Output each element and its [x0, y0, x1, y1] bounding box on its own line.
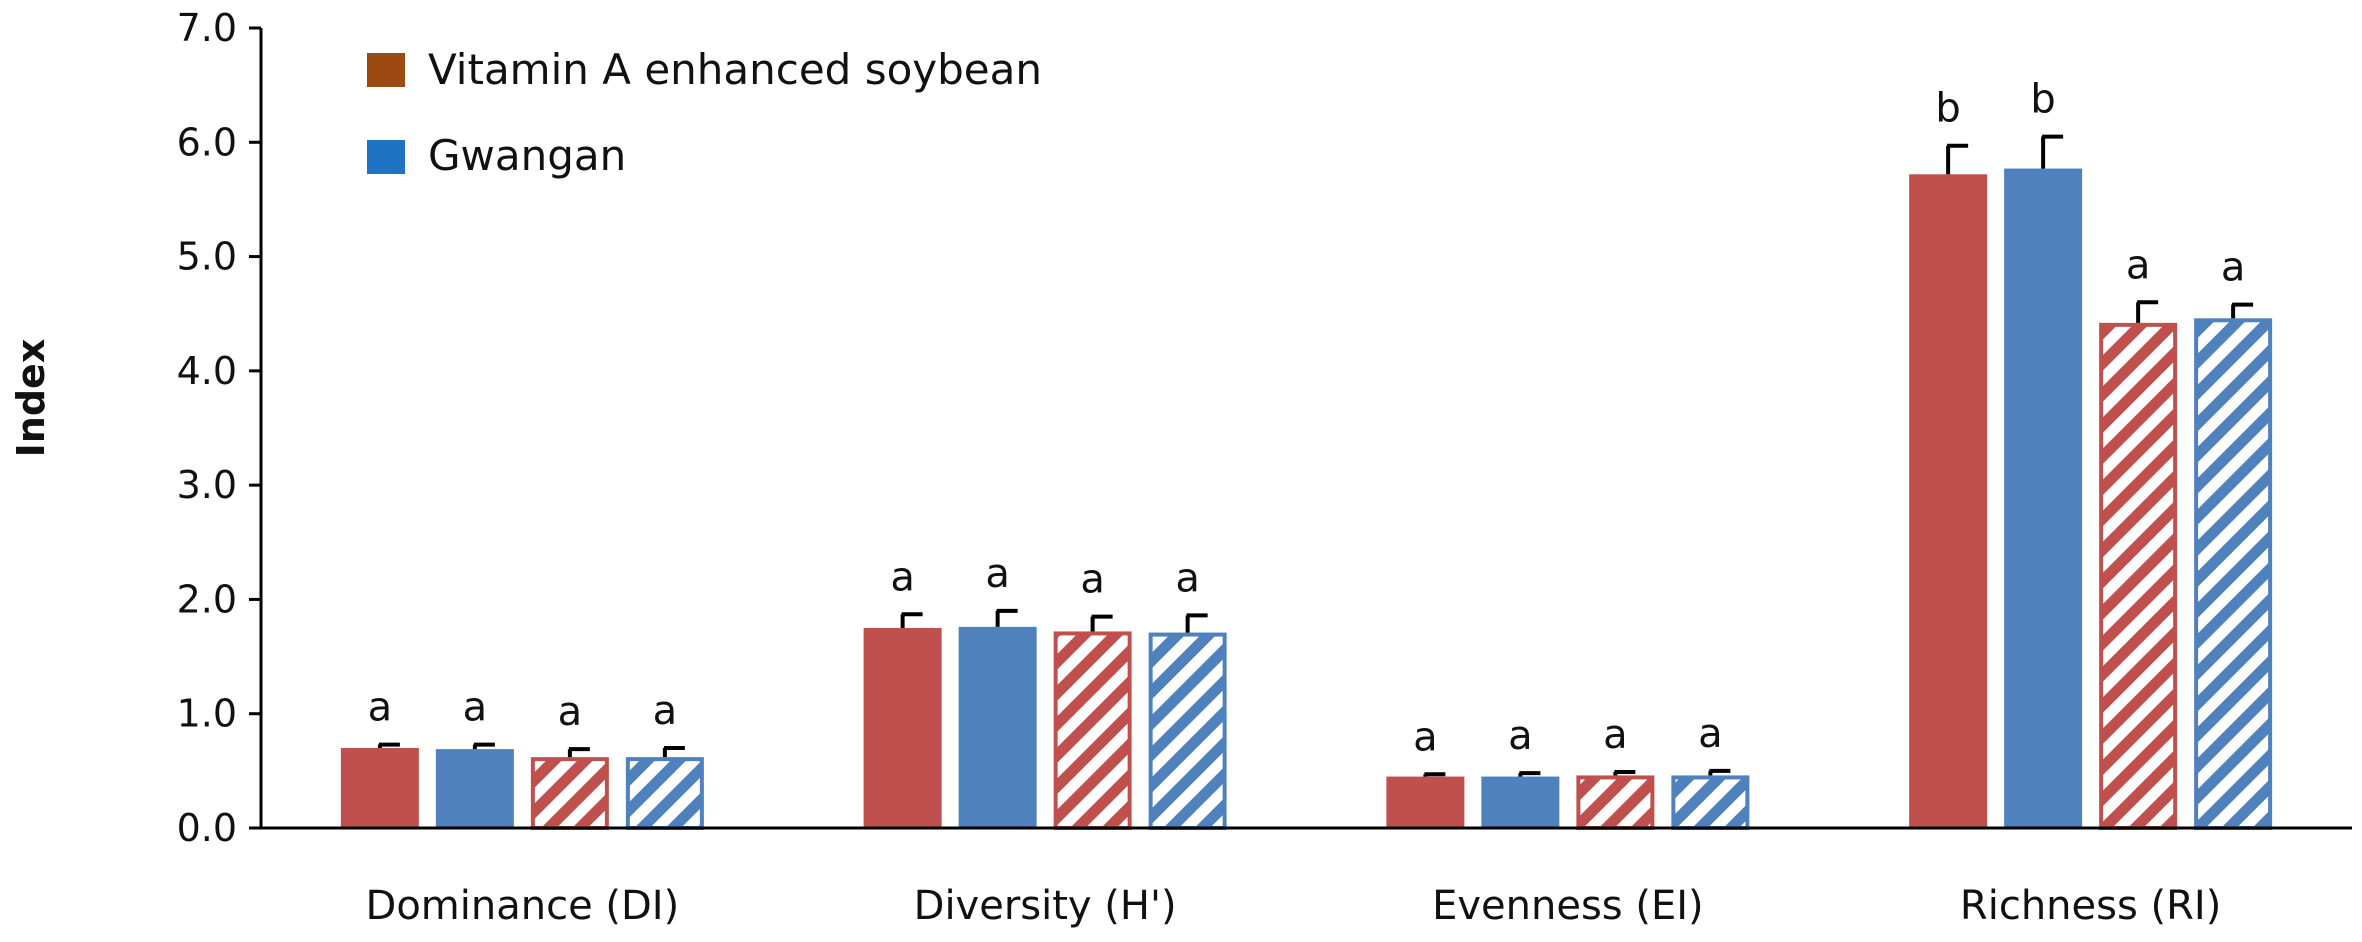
bar	[2194, 318, 2273, 830]
bar	[1481, 776, 1560, 828]
bar	[625, 757, 704, 831]
bar	[2004, 168, 2083, 829]
legend-label-vitamin-a: Vitamin A enhanced soybean	[428, 45, 1042, 94]
significance-label: a	[368, 685, 393, 731]
significance-label: a	[2126, 242, 2151, 288]
significance-labels: a a a a a a a a a a a a b b a a	[368, 77, 2246, 761]
bar	[1909, 174, 1988, 829]
bar	[1576, 775, 1655, 831]
legend-swatch-gwangan	[367, 140, 405, 174]
significance-label: b	[2030, 77, 2055, 123]
bar	[340, 748, 419, 828]
x-tick-label: Evenness (EI)	[1432, 883, 1704, 929]
legend-label-gwangan: Gwangan	[428, 131, 626, 180]
y-tick-label: 7.0	[177, 6, 237, 50]
x-tick-label: Diversity (H')	[914, 883, 1177, 929]
error-bars	[377, 134, 2254, 777]
significance-label: a	[1080, 557, 1105, 603]
significance-label: a	[890, 554, 915, 600]
y-tick-label: 2.0	[177, 577, 237, 621]
bar	[1148, 632, 1227, 830]
x-axis-labels: Dominance (DI) Diversity (H') Evenness (EI…	[366, 883, 2222, 929]
y-tick-label: 3.0	[177, 463, 237, 507]
significance-label: a	[463, 685, 488, 731]
bar	[1386, 776, 1465, 828]
significance-label: a	[1698, 711, 1723, 757]
significance-label: a	[1175, 555, 1200, 601]
bar	[435, 749, 514, 828]
x-tick-label: Richness (RI)	[1960, 883, 2221, 929]
significance-label: a	[558, 689, 583, 735]
y-axis-title: Index	[9, 339, 53, 458]
bar-series	[340, 168, 2273, 831]
bar	[530, 757, 609, 831]
x-tick-label: Dominance (DI)	[366, 883, 680, 929]
significance-label: a	[653, 688, 678, 734]
y-tick-label: 4.0	[177, 349, 237, 393]
bar	[2099, 322, 2178, 830]
y-tick-label: 0.0	[177, 806, 237, 850]
legend-swatch-vitamin-a	[367, 53, 405, 87]
bar	[863, 628, 942, 828]
bar	[1671, 775, 1750, 831]
y-tick-label: 5.0	[177, 235, 237, 279]
significance-label: a	[2221, 245, 2246, 291]
y-axis-ticks: 0.0 1.0 2.0 3.0 4.0 5.0 6.0 7.0	[177, 6, 261, 850]
legend: Vitamin A enhanced soybean Gwangan	[367, 45, 1042, 180]
bar	[1053, 631, 1132, 831]
bar	[958, 626, 1037, 828]
significance-label: a	[985, 551, 1010, 597]
y-tick-label: 1.0	[177, 692, 237, 736]
y-tick-label: 6.0	[177, 120, 237, 164]
significance-label: a	[1603, 712, 1628, 758]
significance-label: a	[1413, 714, 1438, 760]
significance-label: a	[1508, 713, 1533, 759]
significance-label: b	[1935, 86, 1960, 132]
